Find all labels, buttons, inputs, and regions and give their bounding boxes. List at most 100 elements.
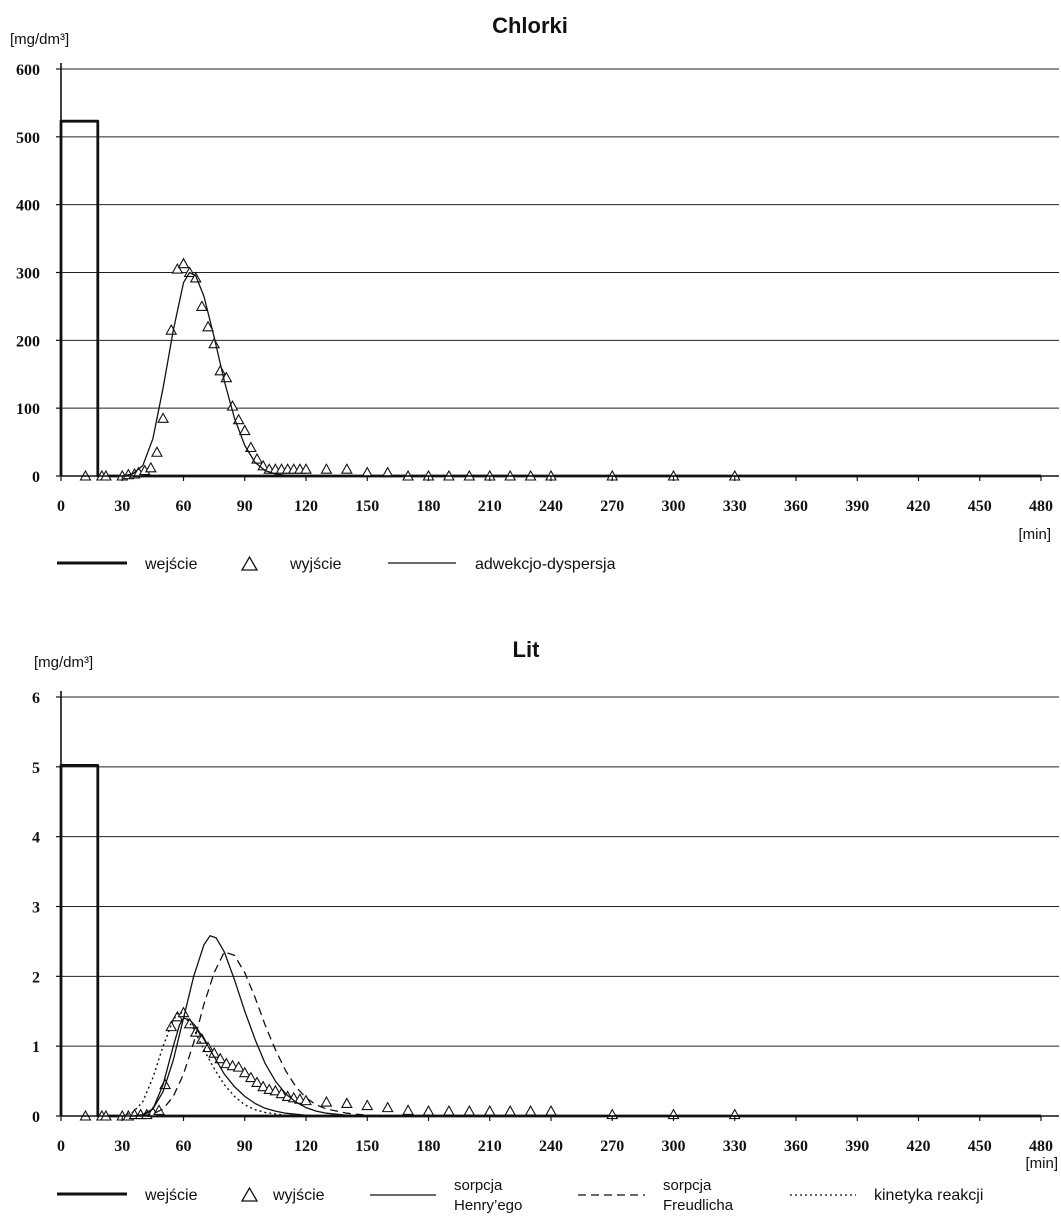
legend: wejście wyjście adwekcjo-dyspersja [57, 555, 616, 573]
x-tick-label: 60 [176, 498, 192, 515]
x-axis-unit: [min] [1025, 1155, 1058, 1172]
y-tick-label: 100 [16, 401, 40, 418]
legend: wejście wyjście sorpcja Henry’ego sorpcj… [57, 1177, 983, 1214]
x-tick-label: 300 [662, 498, 686, 515]
data-point [524, 1104, 537, 1116]
y-tick-label: 0 [32, 1109, 40, 1126]
y-tick-label: 5 [32, 760, 40, 777]
legend-item-output: wyjście [240, 1186, 325, 1204]
data-point [171, 262, 184, 274]
legend-label: sorpcja [454, 1177, 503, 1194]
x-tick-label: 360 [784, 1138, 808, 1155]
data-point [202, 320, 214, 332]
series-output [79, 257, 741, 481]
grid [61, 68, 1059, 409]
legend-item-model: adwekcjo-dyspersja [388, 556, 616, 573]
x-tick-label: 120 [294, 1138, 318, 1155]
x-tick-label: 210 [478, 498, 502, 515]
data-point [177, 257, 190, 269]
x-tick-label: 30 [114, 1138, 130, 1155]
x-tick-label: 180 [417, 498, 441, 515]
data-point [442, 1104, 455, 1116]
x-axis-unit: [min] [1018, 526, 1051, 543]
data-point [189, 1026, 202, 1037]
plot-area [59, 119, 1041, 481]
y-tick-label: 400 [16, 198, 40, 215]
series-line-henry [132, 935, 1041, 1117]
x-tick-label: 420 [907, 498, 931, 515]
x-tick-label: 330 [723, 1138, 747, 1155]
data-point [300, 463, 312, 474]
x-tick-label: 150 [355, 498, 379, 515]
data-point [269, 1084, 282, 1096]
series-line-freundlich [142, 951, 1041, 1117]
data-point [340, 463, 353, 474]
x-tick-label: 330 [723, 498, 747, 515]
y-tick-label: 600 [16, 62, 40, 79]
x-tick-label: 0 [57, 498, 65, 515]
x-tick-label: 60 [176, 1138, 192, 1155]
x-tick-label: 120 [294, 498, 318, 515]
data-point [151, 446, 163, 457]
data-point [402, 1104, 415, 1115]
x-tick-label: 270 [600, 1138, 624, 1155]
legend-item-freundlich: sorpcja Freudlicha [578, 1177, 734, 1214]
x-tick-label: 90 [237, 498, 253, 515]
legend-label: wyjście [289, 556, 342, 573]
data-point [293, 1093, 306, 1104]
legend-item-output: wyjście [240, 555, 342, 573]
data-point [195, 300, 208, 311]
data-point [257, 1080, 270, 1092]
data-point [287, 1091, 300, 1103]
data-point [320, 1095, 333, 1107]
data-point [214, 364, 227, 376]
x-tick-label: 390 [845, 498, 869, 515]
data-point [251, 452, 263, 464]
x-tick-label: 240 [539, 1138, 563, 1155]
y-tick-label: 4 [32, 830, 40, 847]
data-point [226, 1059, 239, 1071]
legend-label-line2: Freudlicha [663, 1197, 734, 1214]
grid [61, 696, 1059, 1047]
chart-title: Lit [513, 637, 541, 662]
legend-item-henry: sorpcja Henry’ego [370, 1177, 522, 1214]
data-point [263, 1083, 276, 1095]
data-point [340, 1097, 353, 1108]
x-tick-label: 480 [1029, 498, 1053, 515]
x-tick-label: 390 [845, 1138, 869, 1155]
legend-label-line2: Henry’ego [454, 1197, 522, 1214]
chart-title: Chlorki [492, 13, 568, 38]
legend-label: kinetyka reakcji [874, 1187, 983, 1204]
x-tick-label: 450 [968, 1138, 992, 1155]
data-point [232, 1060, 245, 1072]
data-point [157, 412, 170, 423]
x-tick-label: 30 [114, 498, 130, 515]
data-point [244, 441, 257, 453]
y-axis-unit: [mg/dm³] [34, 654, 93, 671]
x-tick-label: 0 [57, 1138, 65, 1155]
data-point [177, 1006, 190, 1018]
x-tick-label: 420 [907, 1138, 931, 1155]
data-point [422, 1104, 435, 1116]
data-point [483, 1104, 496, 1116]
legend-label: wyjście [272, 1187, 325, 1204]
series-line-model_ad [122, 271, 1041, 477]
x-tick-label: 270 [600, 498, 624, 515]
x-tick-label: 450 [968, 498, 992, 515]
legend-item-input: wejście [57, 556, 198, 573]
data-point [244, 1071, 257, 1083]
legend-label: sorpcja [663, 1177, 712, 1194]
data-point [238, 424, 251, 436]
x-tick-label: 300 [662, 1138, 686, 1155]
x-tick-label: 180 [417, 1138, 441, 1155]
legend-label: wejście [144, 556, 198, 573]
data-point [251, 1076, 263, 1088]
legend-swatch-triangle [240, 1186, 259, 1202]
data-point [144, 461, 157, 473]
y-axis-unit: [mg/dm³] [10, 31, 69, 48]
data-point [361, 1099, 374, 1111]
axes: 0 100 200 300 400 500 600 0 30 60 90 120 150 180 210 24… [16, 62, 1059, 515]
